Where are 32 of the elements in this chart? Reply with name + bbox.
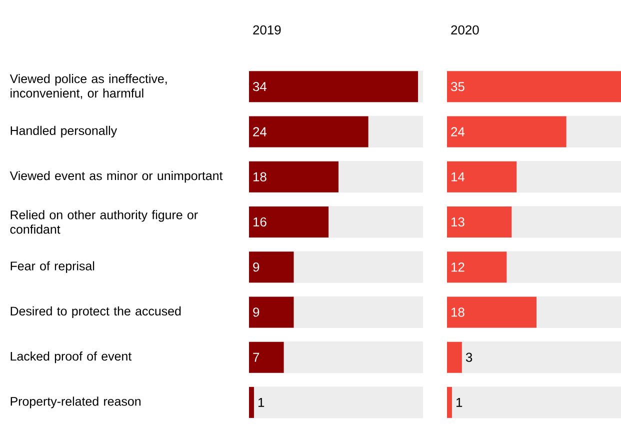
data-label: 3 bbox=[466, 352, 472, 362]
data-label: 16 bbox=[254, 218, 266, 227]
y-tick-label: Viewed event as minor or unimportant bbox=[10, 171, 223, 183]
y-tick-label: Property-related reason bbox=[10, 396, 140, 408]
y-tick-label: Fear of reprisal bbox=[10, 262, 94, 274]
y-tick-label: Handled personally bbox=[10, 126, 118, 138]
bar bbox=[447, 387, 452, 418]
y-tick-label: Lacked proof of event bbox=[10, 352, 132, 364]
data-label: 9 bbox=[253, 308, 260, 318]
data-label: 14 bbox=[452, 172, 465, 182]
data-label: 7 bbox=[253, 353, 260, 362]
data-label: 35 bbox=[451, 82, 464, 92]
data-label: 9 bbox=[253, 262, 260, 272]
data-label: 1 bbox=[258, 398, 264, 408]
chart-title: 2019 bbox=[253, 26, 281, 35]
data-label: 1 bbox=[456, 398, 462, 408]
bar bbox=[447, 342, 462, 374]
data-label: 12 bbox=[452, 262, 464, 272]
data-label: 24 bbox=[253, 127, 267, 136]
bar bbox=[249, 296, 294, 328]
data-label: 18 bbox=[452, 308, 464, 318]
data-label: 18 bbox=[254, 172, 266, 182]
data-label: 24 bbox=[451, 127, 465, 136]
y-tick-label: Desired to protect the accused bbox=[10, 306, 181, 318]
bar bbox=[249, 387, 254, 418]
bar bbox=[249, 252, 294, 283]
y-tick-label: Relied on other authority figure or confidant bbox=[10, 210, 198, 234]
data-label: 13 bbox=[452, 218, 464, 227]
bar bbox=[249, 342, 284, 374]
chart-title: 2020 bbox=[451, 26, 479, 35]
data-label: 34 bbox=[253, 82, 267, 92]
y-tick-label: Viewed police as ineffective, inconvenient, or harmful bbox=[10, 74, 167, 100]
